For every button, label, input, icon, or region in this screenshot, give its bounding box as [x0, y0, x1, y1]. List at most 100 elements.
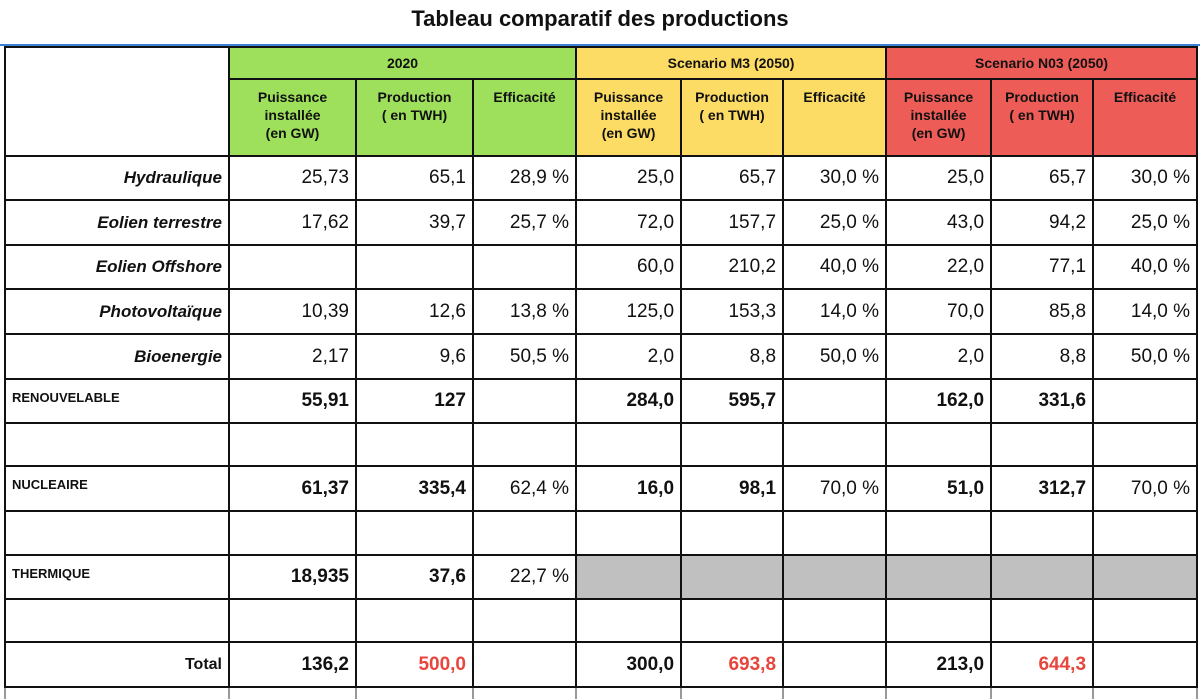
- table-row: Eolien terrestre 17,62 39,7 25,7 % 72,0 157,7…: [4, 199, 1199, 246]
- cell-production: [680, 598, 785, 643]
- table-row: [4, 510, 1199, 556]
- row-label: NUCLEAIRE: [4, 465, 230, 512]
- cell-puissance: 16,0: [575, 465, 683, 512]
- subheader-efficacite: Efficacité: [1092, 78, 1199, 157]
- cell-efficacite: [471, 422, 578, 467]
- cell-puissance: [885, 554, 993, 600]
- cell-puissance: [885, 598, 993, 643]
- cell-efficacite: 13,8 %: [471, 288, 578, 335]
- cell-production: 644,3: [990, 641, 1095, 688]
- subheader-production: Production ( en TWH): [990, 78, 1095, 157]
- cell-efficacite: [782, 598, 888, 643]
- cell-puissance: 213,0: [885, 641, 993, 688]
- cell-puissance: 300,0: [575, 641, 683, 688]
- cell-efficacite: [1092, 378, 1199, 424]
- cell-production: [355, 244, 474, 290]
- row-label: Total: [4, 641, 230, 688]
- cell-efficacite: 40,0 %: [782, 244, 888, 290]
- group-header-row: 2020 Scenario M3 (2050) Scenario N03 (20…: [4, 46, 1199, 157]
- cell-puissance: 60,0: [575, 244, 683, 290]
- empty-cell: [355, 686, 474, 699]
- cell-production: 8,8: [680, 333, 785, 380]
- cell-efficacite: [782, 378, 888, 424]
- cell-production: [990, 554, 1095, 600]
- table-row: Total 136,2 500,0 300,0 693,8 213,0 644,3: [4, 641, 1199, 688]
- cell-puissance: [575, 510, 683, 556]
- cell-puissance: [575, 598, 683, 643]
- cell-efficacite: [782, 641, 888, 688]
- cell-efficacite: 14,0 %: [1092, 288, 1199, 335]
- cell-production: 693,8: [680, 641, 785, 688]
- cell-puissance: [575, 554, 683, 600]
- cell-puissance: 2,0: [575, 333, 683, 380]
- subheader-efficacite: Efficacité: [782, 78, 888, 157]
- row-label: [4, 510, 230, 556]
- cell-efficacite: [471, 378, 578, 424]
- cell-puissance: [228, 422, 357, 467]
- cell-production: [355, 510, 474, 556]
- cell-puissance: 2,17: [228, 333, 357, 380]
- cell-efficacite: [471, 244, 578, 290]
- cell-production: 500,0: [355, 641, 474, 688]
- cell-production: 127: [355, 378, 474, 424]
- row-label: [4, 422, 230, 467]
- cell-puissance: 18,935: [228, 554, 357, 600]
- cell-puissance: 136,2: [228, 641, 357, 688]
- selection-line: [0, 44, 1200, 46]
- cell-puissance: [885, 422, 993, 467]
- page-title: Tableau comparatif des productions: [411, 6, 789, 31]
- empty-cell: [228, 686, 357, 699]
- cell-puissance: 17,62: [228, 199, 357, 246]
- cell-production: 39,7: [355, 199, 474, 246]
- cell-production: 312,7: [990, 465, 1095, 512]
- cell-puissance: 125,0: [575, 288, 683, 335]
- cell-efficacite: 70,0 %: [1092, 465, 1199, 512]
- cell-efficacite: 70,0 %: [782, 465, 888, 512]
- cell-production: 98,1: [680, 465, 785, 512]
- subheader-puissance: Puissance installée (en GW): [575, 78, 683, 157]
- cell-production: [355, 422, 474, 467]
- cell-production: 335,4: [355, 465, 474, 512]
- cell-production: 94,2: [990, 199, 1095, 246]
- cell-production: 65,7: [990, 155, 1095, 201]
- cell-puissance: 162,0: [885, 378, 993, 424]
- subheader-row: Puissance installée (en GW) Production ( …: [5, 78, 1199, 157]
- cell-efficacite: 25,0 %: [1092, 199, 1199, 246]
- table-row: RENOUVELABLE 55,91 127 284,0 595,7 162,0 331,6: [4, 378, 1199, 424]
- cell-efficacite: [782, 510, 888, 556]
- cell-efficacite: 50,5 %: [471, 333, 578, 380]
- row-label: Photovoltaïque: [4, 288, 230, 335]
- subheader-efficacite: Efficacité: [471, 78, 578, 157]
- cell-efficacite: 14,0 %: [782, 288, 888, 335]
- empty-cell: [782, 686, 888, 699]
- cell-production: 153,3: [680, 288, 785, 335]
- cell-efficacite: [471, 641, 578, 688]
- cell-production: 37,6: [355, 554, 474, 600]
- cell-puissance: 43,0: [885, 199, 993, 246]
- cell-production: 85,8: [990, 288, 1095, 335]
- cell-efficacite: [782, 554, 888, 600]
- cell-puissance: [575, 422, 683, 467]
- cell-production: 65,7: [680, 155, 785, 201]
- cell-efficacite: 25,7 %: [471, 199, 578, 246]
- cell-efficacite: [1092, 422, 1199, 467]
- group-2020: 2020: [227, 46, 578, 80]
- row-label: THERMIQUE: [4, 554, 230, 600]
- cell-production: [680, 510, 785, 556]
- table-row: [4, 598, 1199, 643]
- cell-efficacite: 25,0 %: [782, 199, 888, 246]
- cell-puissance: 55,91: [228, 378, 357, 424]
- cell-puissance: 10,39: [228, 288, 357, 335]
- cell-puissance: 51,0: [885, 465, 993, 512]
- cell-efficacite: [1092, 510, 1199, 556]
- cell-efficacite: [471, 598, 578, 643]
- table-row: Eolien Offshore 60,0 210,2 40,0 % 22,0 77,1 40…: [4, 244, 1199, 290]
- cell-production: 9,6: [355, 333, 474, 380]
- cell-production: 331,6: [990, 378, 1095, 424]
- row-label: Hydraulique: [4, 155, 230, 201]
- cell-puissance: 2,0: [885, 333, 993, 380]
- empty-cell: [1092, 686, 1199, 699]
- group-scenario-m3: Scenario M3 (2050): [575, 46, 888, 80]
- subheader-puissance: Puissance installée (en GW): [885, 78, 993, 157]
- cell-puissance: [228, 510, 357, 556]
